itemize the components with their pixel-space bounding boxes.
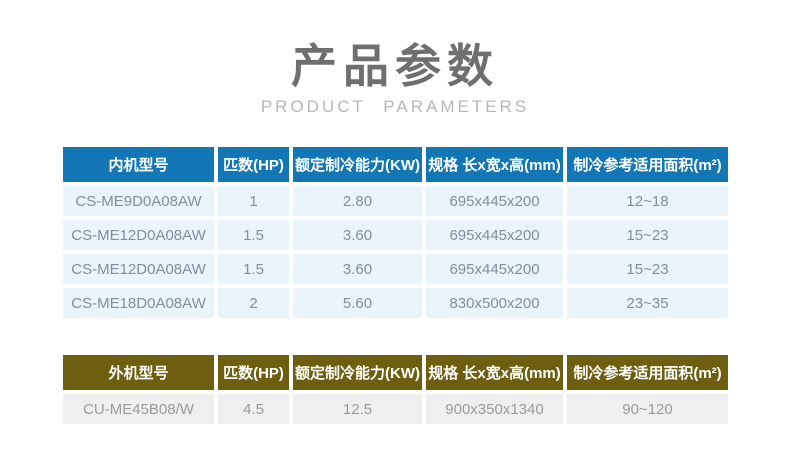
table-cell: 5.60 bbox=[293, 288, 422, 318]
table-cell: 90~120 bbox=[567, 394, 728, 424]
table-cell: CS-ME9D0A08AW bbox=[63, 186, 214, 216]
table-cell: 12.5 bbox=[293, 394, 422, 424]
table-cell: 12~18 bbox=[567, 186, 728, 216]
table-cell: 3.60 bbox=[293, 254, 422, 284]
table-cell: 2.80 bbox=[293, 186, 422, 216]
header-cell-1: 匹数(HP) bbox=[218, 147, 289, 182]
indoor-unit-spec-table: 内机型号 匹数(HP) 额定制冷能力(KW) 规格 长x宽x高(mm) 制冷参考适用面积… bbox=[63, 147, 728, 318]
header-cell-1: 匹数(HP) bbox=[218, 355, 289, 390]
header-cell-0: 外机型号 bbox=[63, 355, 214, 390]
header-cell-4: 制冷参考适用面积(m²) bbox=[567, 147, 728, 182]
page-subtitle: PRODUCT PARAMETERS bbox=[260, 96, 530, 116]
header-cell-4: 制冷参考适用面积(m²) bbox=[567, 355, 728, 390]
table-cell: 4.5 bbox=[218, 394, 289, 424]
outdoor-unit-spec-table: 外机型号 匹数(HP) 额定制冷能力(KW) 规格 长x宽x高(mm) 制冷参考适用面积… bbox=[63, 355, 728, 424]
header-cell-2: 额定制冷能力(KW) bbox=[293, 355, 422, 390]
header-cell-0: 内机型号 bbox=[63, 147, 214, 182]
table-cell: 1.5 bbox=[218, 254, 289, 284]
table-cell: 1 bbox=[218, 186, 289, 216]
table-cell: 900x350x1340 bbox=[426, 394, 563, 424]
title-block: 产品参数 PRODUCT PARAMETERS bbox=[0, 40, 790, 117]
table-cell: 23~35 bbox=[567, 288, 728, 318]
table-cell: 15~23 bbox=[567, 254, 728, 284]
table-cell: 3.60 bbox=[293, 220, 422, 250]
table-cell: 1.5 bbox=[218, 220, 289, 250]
table-cell: 830x500x200 bbox=[426, 288, 563, 318]
table-cell: 2 bbox=[218, 288, 289, 318]
table-cell: CS-ME18D0A08AW bbox=[63, 288, 214, 318]
page-title: 产品参数 bbox=[291, 40, 499, 92]
table-cell: 15~23 bbox=[567, 220, 728, 250]
header-cell-3: 规格 长x宽x高(mm) bbox=[426, 355, 563, 390]
header-cell-3: 规格 长x宽x高(mm) bbox=[426, 147, 563, 182]
table-cell: CS-ME12D0A08AW bbox=[63, 254, 214, 284]
table-cell: CS-ME12D0A08AW bbox=[63, 220, 214, 250]
table-cell: 695x445x200 bbox=[426, 254, 563, 284]
table-cell: 695x445x200 bbox=[426, 186, 563, 216]
header-cell-2: 额定制冷能力(KW) bbox=[293, 147, 422, 182]
table-cell: CU-ME45B08/W bbox=[63, 394, 214, 424]
table-cell: 695x445x200 bbox=[426, 220, 563, 250]
